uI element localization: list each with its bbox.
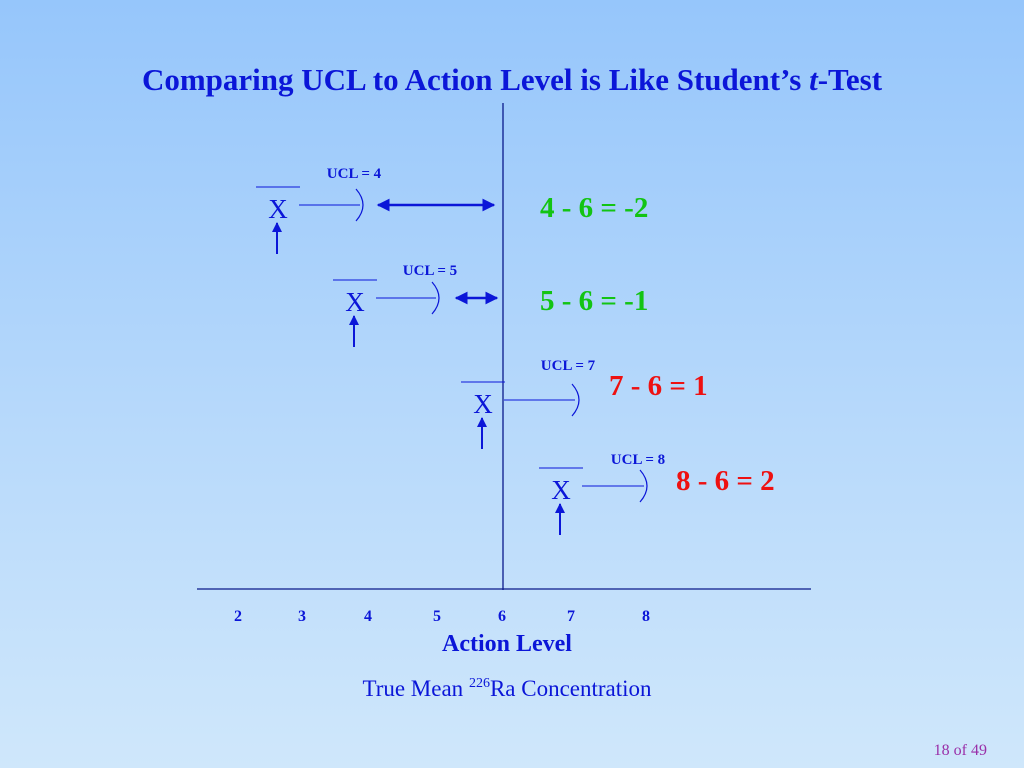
tick-label: 3: [298, 608, 306, 625]
slide-title: Comparing UCL to Action Level is Like St…: [0, 62, 1024, 98]
ucl-bracket: [431, 281, 440, 315]
tick-label: 4: [364, 608, 372, 625]
tick-label: 2: [234, 608, 242, 625]
page-number: 18 of 49: [933, 742, 987, 759]
tick-label: 6: [498, 608, 506, 625]
xbar-symbol: X: [268, 194, 288, 224]
ucl-label: UCL = 7: [541, 358, 596, 374]
title-suffix: -Test: [817, 62, 883, 97]
axis-subtitle: True Mean 226Ra Concentration: [0, 676, 1014, 702]
xbar-symbol: X: [345, 287, 365, 317]
tick-label: 8: [642, 608, 650, 625]
ucl-bracket: [571, 383, 580, 417]
tick-label: 5: [433, 608, 441, 625]
ucl-label: UCL = 5: [403, 263, 457, 279]
ucl-label: UCL = 4: [327, 166, 382, 182]
difference-equation: 4 - 6 = -2: [540, 192, 648, 224]
subtitle-prefix: True Mean: [362, 676, 469, 701]
xbar-symbol: X: [473, 389, 493, 419]
difference-equation: 5 - 6 = -1: [540, 285, 648, 317]
ucl-label: UCL = 8: [611, 452, 665, 468]
case-4: X UCL = 8 8 - 6 = 2: [539, 452, 775, 535]
action-level-label: Action Level: [442, 631, 572, 657]
ucl-bracket: [639, 469, 648, 503]
case-2: X UCL = 5 5 - 6 = -1: [333, 263, 648, 347]
title-italic-t: t: [809, 62, 818, 97]
ucl-bracket: [355, 188, 364, 222]
title-prefix: Comparing UCL to Action Level is Like St…: [141, 62, 810, 97]
difference-equation: 8 - 6 = 2: [676, 465, 775, 497]
subtitle-suffix: Ra Concentration: [489, 676, 652, 701]
xbar-symbol: X: [551, 475, 571, 505]
difference-equation: 7 - 6 = 1: [609, 370, 708, 402]
tick-label: 7: [567, 608, 575, 625]
case-3: X UCL = 7 7 - 6 = 1: [461, 358, 708, 449]
isotope-superscript: 226: [468, 676, 490, 691]
case-1: X UCL = 4 4 - 6 = -2: [256, 166, 648, 254]
